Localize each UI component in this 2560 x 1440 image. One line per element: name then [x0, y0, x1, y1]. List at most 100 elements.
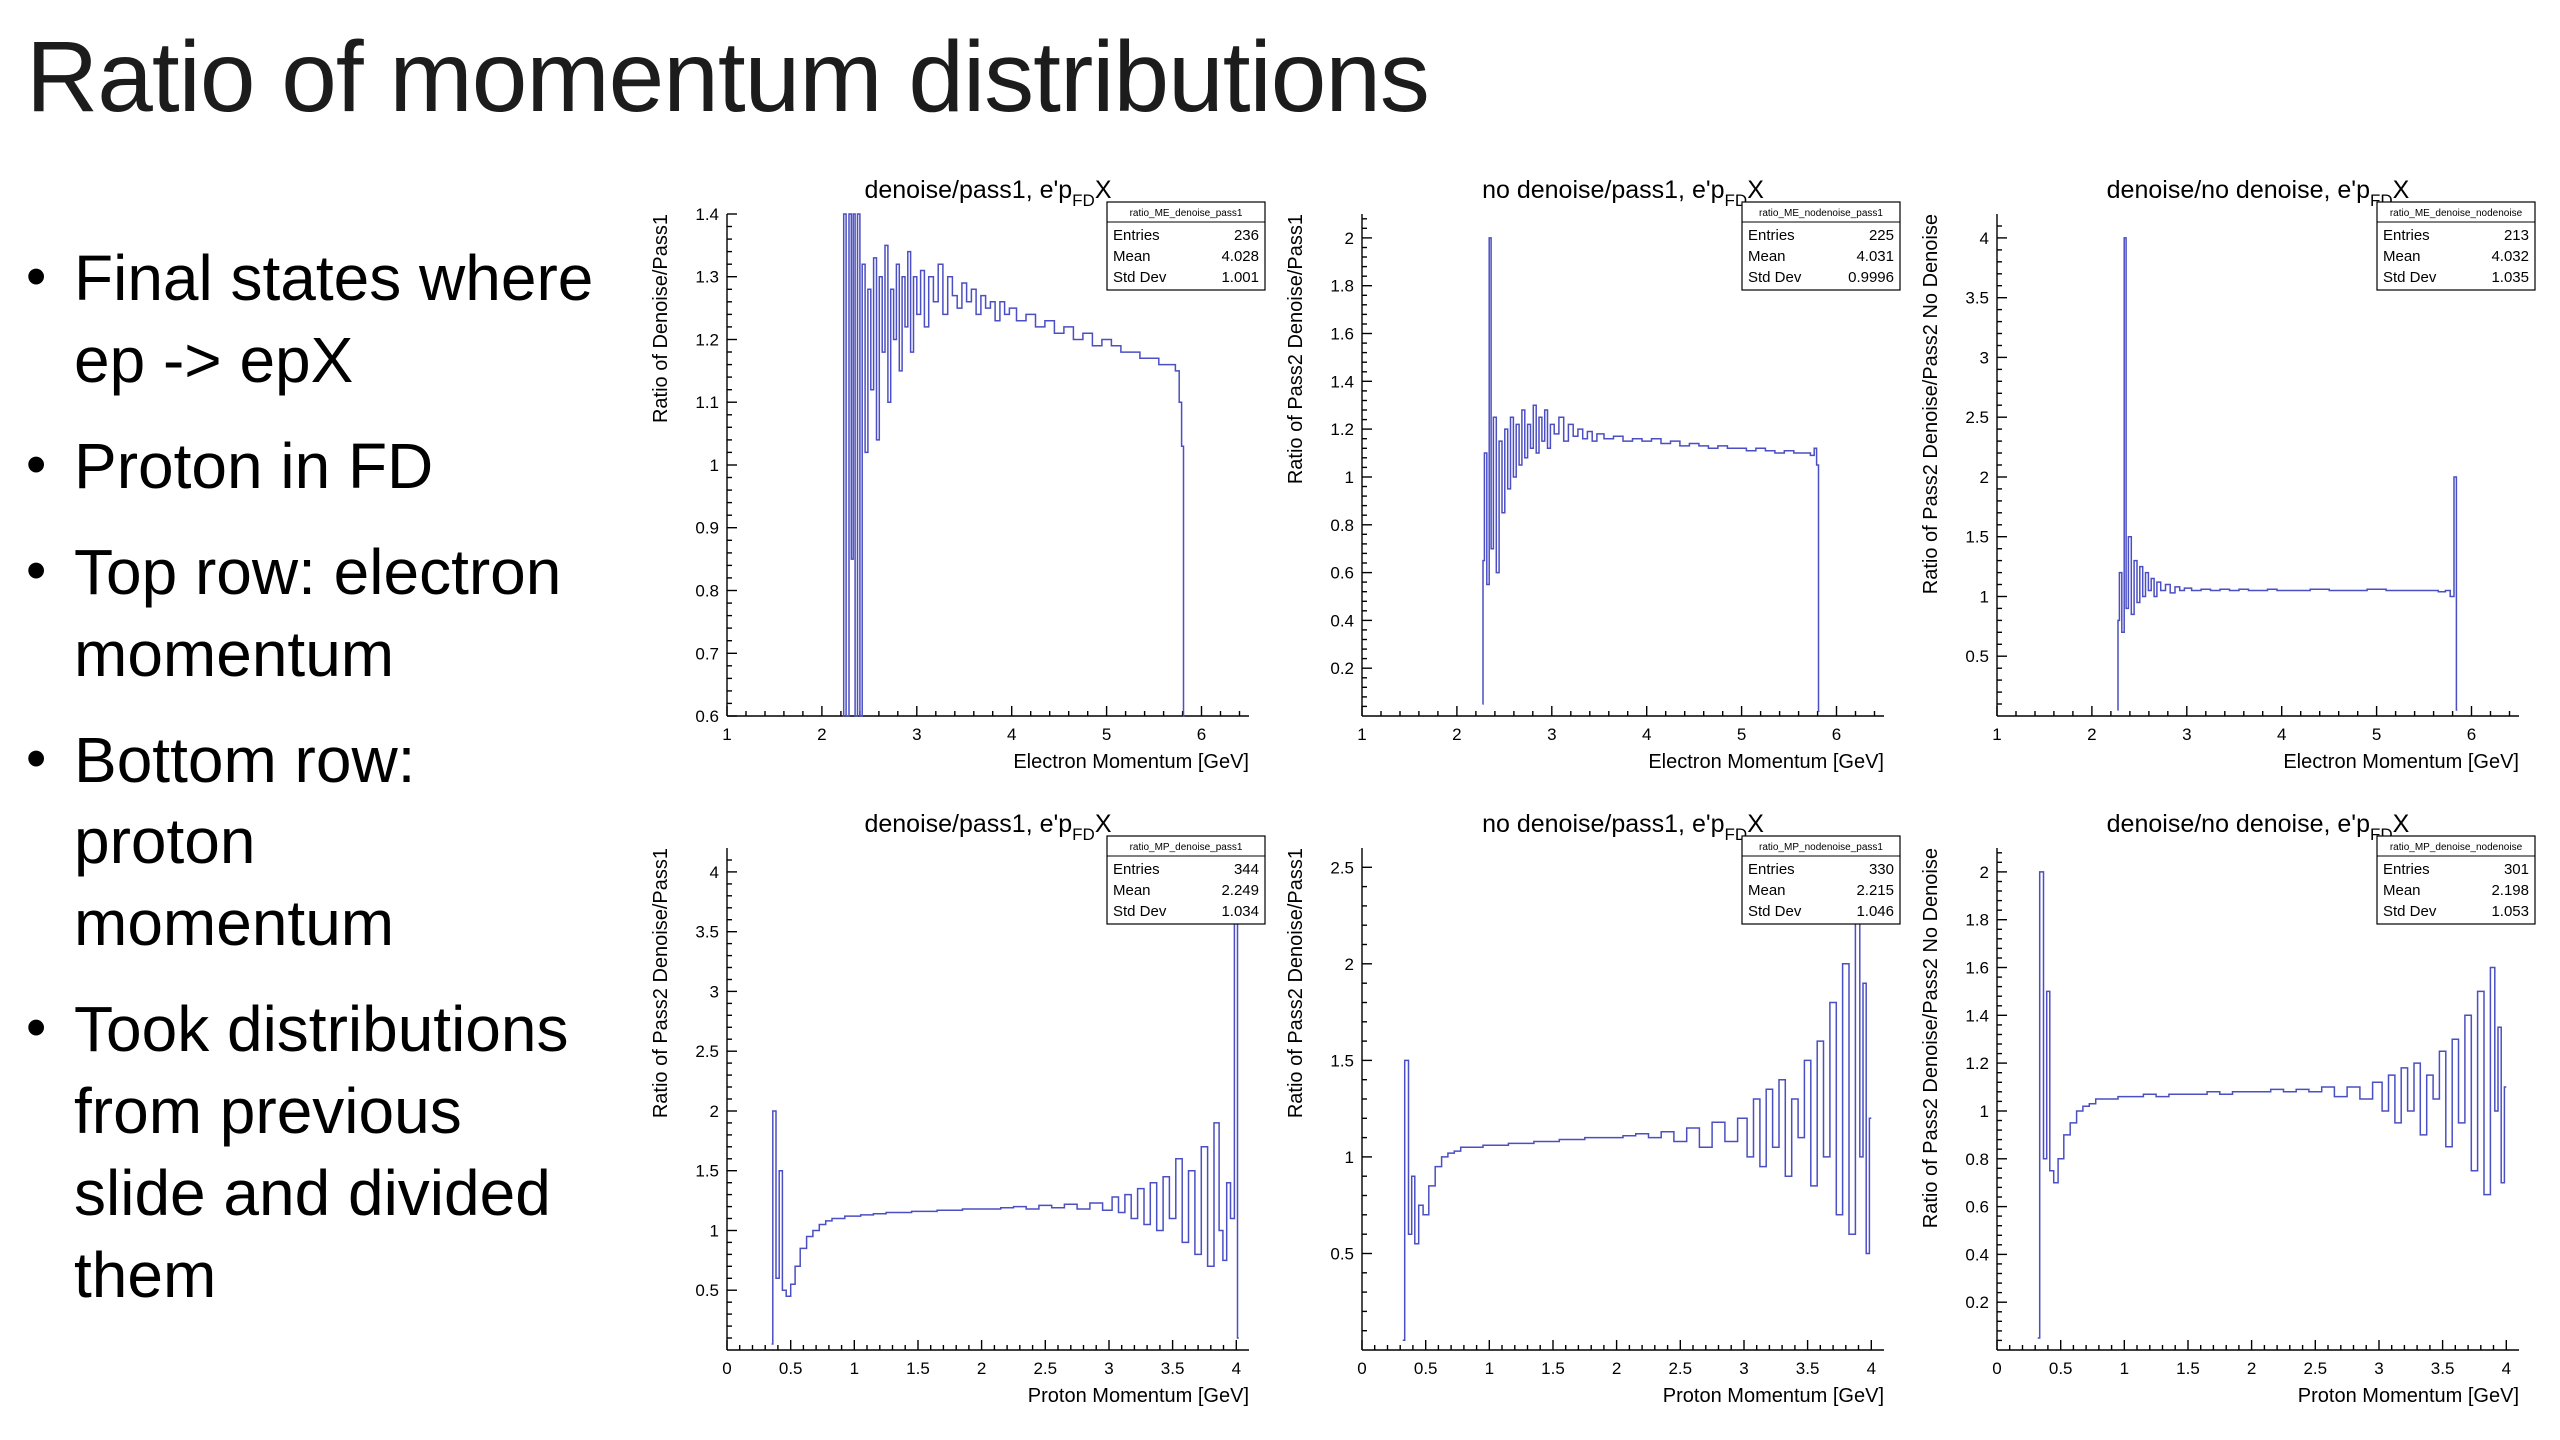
svg-text:4.028: 4.028	[1221, 248, 1259, 265]
svg-text:0.5: 0.5	[695, 1281, 719, 1300]
svg-text:1.5: 1.5	[1330, 1051, 1354, 1070]
svg-text:3: 3	[912, 725, 921, 744]
svg-text:Entries: Entries	[1748, 861, 1795, 878]
bullet-item: Final states where ep -> epX	[22, 238, 622, 402]
chart-panel: 1 2 3 4 5 6 0.6 0.7 0.8 0.9 1 1.1 1.2 1.3 1.4 denoise/p…	[645, 168, 1280, 780]
svg-text:330: 330	[1869, 861, 1894, 878]
svg-text:2: 2	[2087, 725, 2096, 744]
svg-text:1.3: 1.3	[695, 268, 719, 287]
root-histogram: 1 2 3 4 5 6 0.5 1 1.5 2 2.5 3 3.5 4 denoise/no denoise…	[1920, 176, 2536, 773]
x-axis-title: Electron Momentum [GeV]	[1648, 751, 1884, 773]
svg-text:2: 2	[1980, 863, 1989, 882]
svg-text:4: 4	[1980, 229, 1989, 248]
x-axis-title: Proton Momentum [GeV]	[1663, 1385, 1884, 1407]
svg-text:4: 4	[1007, 725, 1016, 744]
svg-text:Mean: Mean	[1748, 882, 1786, 899]
svg-text:0.2: 0.2	[1330, 659, 1354, 678]
x-axis-title: Electron Momentum [GeV]	[1013, 751, 1249, 773]
svg-text:1: 1	[1357, 725, 1366, 744]
svg-text:3: 3	[1104, 1359, 1113, 1378]
svg-text:4.031: 4.031	[1856, 248, 1894, 265]
svg-text:1: 1	[1980, 588, 1989, 607]
svg-text:Std Dev: Std Dev	[1113, 269, 1167, 286]
root-histogram: 0 0.5 1 1.5 2 2.5 3 3.5 4 0.5 1 1.5 2 2.5 3 3.5 4 denoise…	[650, 810, 1266, 1407]
svg-text:0.5: 0.5	[779, 1359, 803, 1378]
svg-text:2.5: 2.5	[1330, 858, 1354, 877]
svg-text:2.198: 2.198	[2491, 882, 2529, 899]
svg-text:2.5: 2.5	[1033, 1359, 1057, 1378]
chart-title: denoise/pass1, e'pFDX	[864, 176, 1111, 210]
y-axis-title: Ratio of Pass2 Denoise/Pass1	[650, 848, 672, 1118]
svg-text:1.2: 1.2	[695, 331, 719, 350]
tick-labels: 0 0.5 1 1.5 2 2.5 3 3.5 4 0.5 1 1.5 2 2.5	[1330, 858, 1876, 1378]
stats-histogram-name: ratio_MP_nodenoise_pass1	[1759, 842, 1883, 853]
svg-text:2: 2	[817, 725, 826, 744]
bullet-item: Proton in FD	[22, 426, 622, 508]
svg-text:Mean: Mean	[2383, 248, 2421, 265]
svg-text:2.5: 2.5	[1668, 1359, 1692, 1378]
svg-text:0.4: 0.4	[1965, 1245, 1989, 1264]
svg-text:6: 6	[1832, 725, 1841, 744]
root-histogram: 1 2 3 4 5 6 0.6 0.7 0.8 0.9 1 1.1 1.2 1.3 1.4 denoise/p…	[650, 176, 1266, 773]
svg-text:Entries: Entries	[1113, 227, 1160, 244]
svg-text:0: 0	[1357, 1359, 1366, 1378]
svg-text:3.5: 3.5	[1161, 1359, 1185, 1378]
svg-text:0.5: 0.5	[1330, 1245, 1354, 1264]
chart-panel: 0 0.5 1 1.5 2 2.5 3 3.5 4 0.5 1 1.5 2 2.5 3 3.5 4 denoise…	[645, 802, 1280, 1414]
svg-text:236: 236	[1234, 227, 1259, 244]
svg-text:1.2: 1.2	[1965, 1054, 1989, 1073]
svg-text:1.6: 1.6	[1330, 325, 1354, 344]
svg-text:0.8: 0.8	[1965, 1150, 1989, 1169]
svg-text:4: 4	[1232, 1359, 1241, 1378]
svg-text:2: 2	[710, 1102, 719, 1121]
axes	[1996, 848, 2519, 1351]
svg-text:Mean: Mean	[2383, 882, 2421, 899]
stats-histogram-name: ratio_ME_nodenoise_pass1	[1759, 208, 1883, 219]
tick-labels: 0 0.5 1 1.5 2 2.5 3 3.5 4 0.2 0.4 0.6 0.8 1 1.2 1.4 1.6 1…	[1965, 863, 2511, 1378]
svg-text:0.6: 0.6	[1330, 564, 1354, 583]
svg-text:0.9: 0.9	[695, 519, 719, 538]
svg-text:Entries: Entries	[1748, 227, 1795, 244]
histogram-line	[842, 213, 1185, 717]
bullet-list: Final states where ep -> epX Proton in FD…	[22, 238, 622, 1341]
svg-text:1.5: 1.5	[906, 1359, 930, 1378]
svg-text:0: 0	[722, 1359, 731, 1378]
svg-text:1.8: 1.8	[1965, 911, 1989, 930]
svg-text:4.032: 4.032	[2491, 248, 2529, 265]
svg-text:Std Dev: Std Dev	[1113, 903, 1167, 920]
chart-panel: 1 2 3 4 5 6 0.2 0.4 0.6 0.8 1 1.2 1.4 1.6 1.8 2 no denoi…	[1280, 168, 1915, 780]
svg-text:213: 213	[2504, 227, 2529, 244]
svg-text:0.4: 0.4	[1330, 611, 1354, 630]
svg-text:3: 3	[1547, 725, 1556, 744]
svg-text:2: 2	[977, 1359, 986, 1378]
chart-title: no denoise/pass1, e'pFDX	[1482, 810, 1764, 844]
svg-text:1.034: 1.034	[1221, 903, 1259, 920]
slide-title: Ratio of momentum distributions	[26, 21, 1430, 133]
chart-title: no denoise/pass1, e'pFDX	[1482, 176, 1764, 210]
svg-text:0.5: 0.5	[1414, 1359, 1438, 1378]
y-axis-title: Ratio of Pass2 Denoise/Pass2 No Denoise	[1920, 214, 1942, 594]
svg-text:Mean: Mean	[1113, 882, 1151, 899]
y-axis-title: Ratio of Pass2 Denoise/Pass1	[1285, 848, 1307, 1118]
x-axis-title: Electron Momentum [GeV]	[2283, 751, 2519, 773]
svg-text:3.5: 3.5	[695, 923, 719, 942]
axes	[1996, 214, 2519, 717]
svg-text:Std Dev: Std Dev	[1748, 903, 1802, 920]
svg-text:Entries: Entries	[1113, 861, 1160, 878]
svg-text:3: 3	[2374, 1359, 2383, 1378]
svg-text:225: 225	[1869, 227, 1894, 244]
stats-box: ratio_MP_denoise_pass1 Entries 344 Mean 2.24…	[1106, 835, 1266, 925]
svg-text:3: 3	[1739, 1359, 1748, 1378]
svg-text:Entries: Entries	[2383, 227, 2430, 244]
svg-text:344: 344	[1234, 861, 1259, 878]
svg-text:1.001: 1.001	[1221, 269, 1259, 286]
svg-text:2: 2	[2247, 1359, 2256, 1378]
svg-text:0.5: 0.5	[2049, 1359, 2073, 1378]
svg-text:0.6: 0.6	[695, 707, 719, 726]
y-axis-title: Ratio of Pass2 Denoise/Pass1	[1285, 214, 1307, 484]
charts-grid: 1 2 3 4 5 6 0.6 0.7 0.8 0.9 1 1.1 1.2 1.3 1.4 denoise/p…	[645, 168, 2550, 1414]
svg-text:1.4: 1.4	[1330, 372, 1354, 391]
stats-box: ratio_ME_denoise_nodenoise Entries 213 Mean…	[2376, 201, 2536, 291]
histogram-line	[2117, 237, 2458, 711]
svg-text:0.8: 0.8	[695, 582, 719, 601]
